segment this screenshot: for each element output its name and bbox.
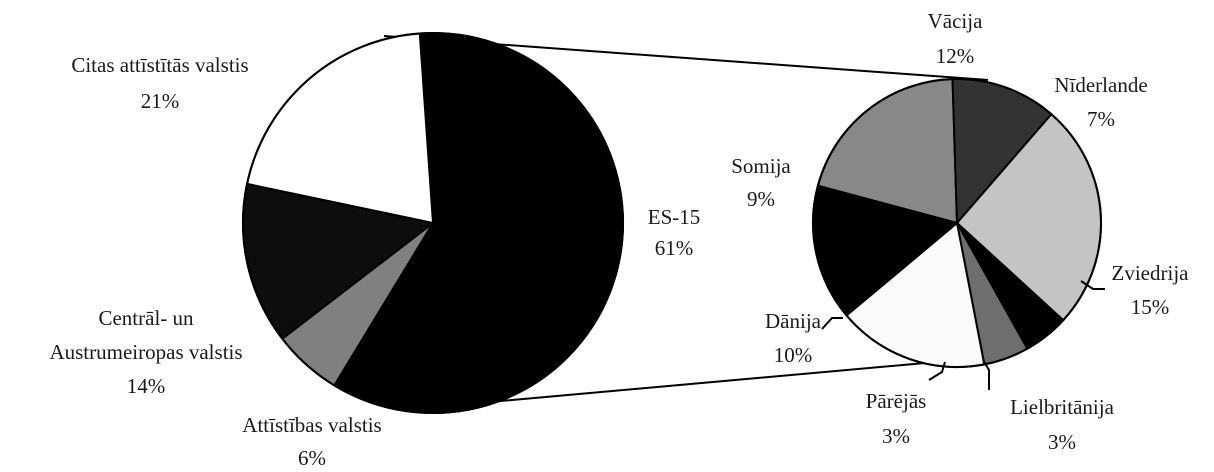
label-parejas-name: Pārējās <box>866 389 927 413</box>
label-somija-value: 9% <box>747 187 775 211</box>
connector-line-bottom <box>411 359 959 410</box>
label-niderlande-value: 7% <box>1087 107 1115 131</box>
label-zviedrija-value: 15% <box>1131 295 1170 319</box>
main-pie <box>242 32 624 414</box>
leader-zviedrija <box>1080 280 1105 290</box>
label-centralas-value: 14% <box>127 374 166 398</box>
label-parejas-value: 3% <box>882 424 910 448</box>
label-es15-value: 61% <box>655 236 694 260</box>
label-niderlande-name: Nīderlande <box>1054 73 1147 97</box>
label-zviedrija-name: Zviedrija <box>1112 261 1190 285</box>
label-vacija-name: Vācija <box>928 9 983 33</box>
pie-outline <box>812 78 1102 368</box>
leader-lielbritanija <box>982 359 990 390</box>
label-centralas-line2: Austrumeiropas valstis <box>49 340 242 364</box>
label-danija-value: 10% <box>774 343 813 367</box>
label-citas-value: 21% <box>141 89 180 113</box>
label-vacija-value: 12% <box>936 44 975 68</box>
label-lielbritanija-name: Lielbritānija <box>1010 395 1114 419</box>
label-es15-name: ES-15 <box>648 205 701 229</box>
label-attistibas-value: 6% <box>298 446 326 470</box>
breakdown-pie <box>812 78 1102 368</box>
label-citas-name: Citas attīstītās valstis <box>71 53 248 77</box>
pie-outline <box>242 32 624 414</box>
label-lielbritanija-value: 3% <box>1048 430 1076 454</box>
label-danija-name: Dānija <box>765 309 822 333</box>
label-attistibas-name: Attīstības valstis <box>242 413 381 437</box>
label-centralas-line1: Centrāl- un <box>98 306 194 330</box>
label-somija-name: Somija <box>731 154 791 178</box>
leader-danija <box>821 317 843 330</box>
leader-parejas <box>928 361 946 381</box>
